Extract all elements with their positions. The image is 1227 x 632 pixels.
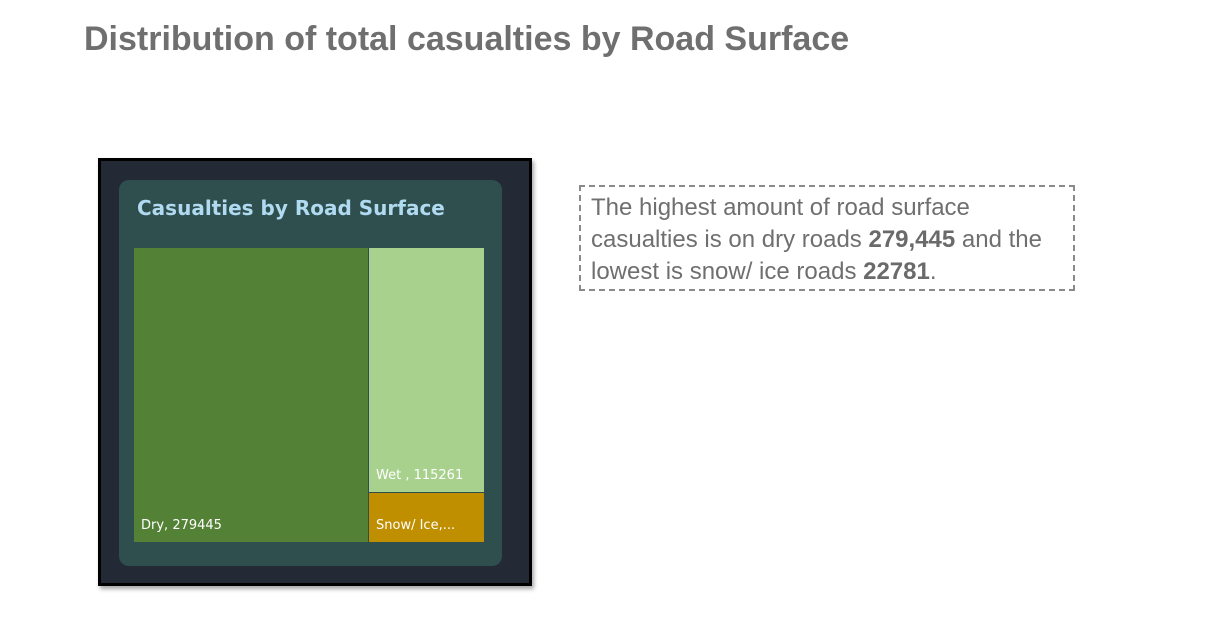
chart-card: Casualties by Road Surface Dry, 279445 We… <box>119 180 502 566</box>
treemap-tile-dry[interactable]: Dry, 279445 <box>134 248 368 542</box>
insight-lowest-value: 22781 <box>863 258 930 285</box>
treemap-label-dry: Dry, 279445 <box>141 518 222 533</box>
insight-text-part1: The highest amount of road surface casua… <box>591 194 970 253</box>
page-title: Distribution of total casualties by Road… <box>84 20 850 58</box>
chart-frame: Casualties by Road Surface Dry, 279445 We… <box>98 158 532 586</box>
insight-textbox: The highest amount of road surface casua… <box>579 185 1075 291</box>
treemap: Dry, 279445 Wet , 115261 Snow/ Ice,... <box>134 248 484 542</box>
insight-text-part3: . <box>929 258 937 285</box>
treemap-label-snow-ice: Snow/ Ice,... <box>376 518 456 533</box>
treemap-tile-snow-ice[interactable]: Snow/ Ice,... <box>369 493 484 542</box>
insight-highest-value: 279,445 <box>868 226 956 253</box>
treemap-label-wet: Wet , 115261 <box>376 468 464 483</box>
treemap-tile-wet[interactable]: Wet , 115261 <box>369 248 484 492</box>
insight-text-part2: and the lowest is snow/ ice roads <box>591 226 1042 285</box>
chart-title: Casualties by Road Surface <box>137 196 445 220</box>
